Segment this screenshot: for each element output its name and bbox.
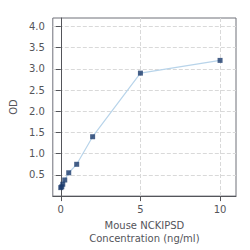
svg-text:0.5: 0.5 (29, 169, 45, 180)
svg-text:1.0: 1.0 (29, 148, 45, 159)
svg-text:1.5: 1.5 (29, 127, 45, 138)
svg-text:OD: OD (8, 99, 19, 115)
svg-text:3.0: 3.0 (29, 63, 45, 74)
svg-text:2.0: 2.0 (29, 106, 45, 117)
svg-text:Concentration (ng/ml): Concentration (ng/ml) (89, 233, 199, 244)
svg-text:10: 10 (214, 204, 227, 215)
svg-text:5: 5 (137, 204, 143, 215)
svg-text:0: 0 (58, 204, 64, 215)
svg-text:3.5: 3.5 (29, 42, 45, 53)
svg-text:Mouse NCKIPSD: Mouse NCKIPSD (105, 220, 185, 231)
svg-text:2.5: 2.5 (29, 85, 45, 96)
svg-text:4.0: 4.0 (29, 21, 45, 32)
